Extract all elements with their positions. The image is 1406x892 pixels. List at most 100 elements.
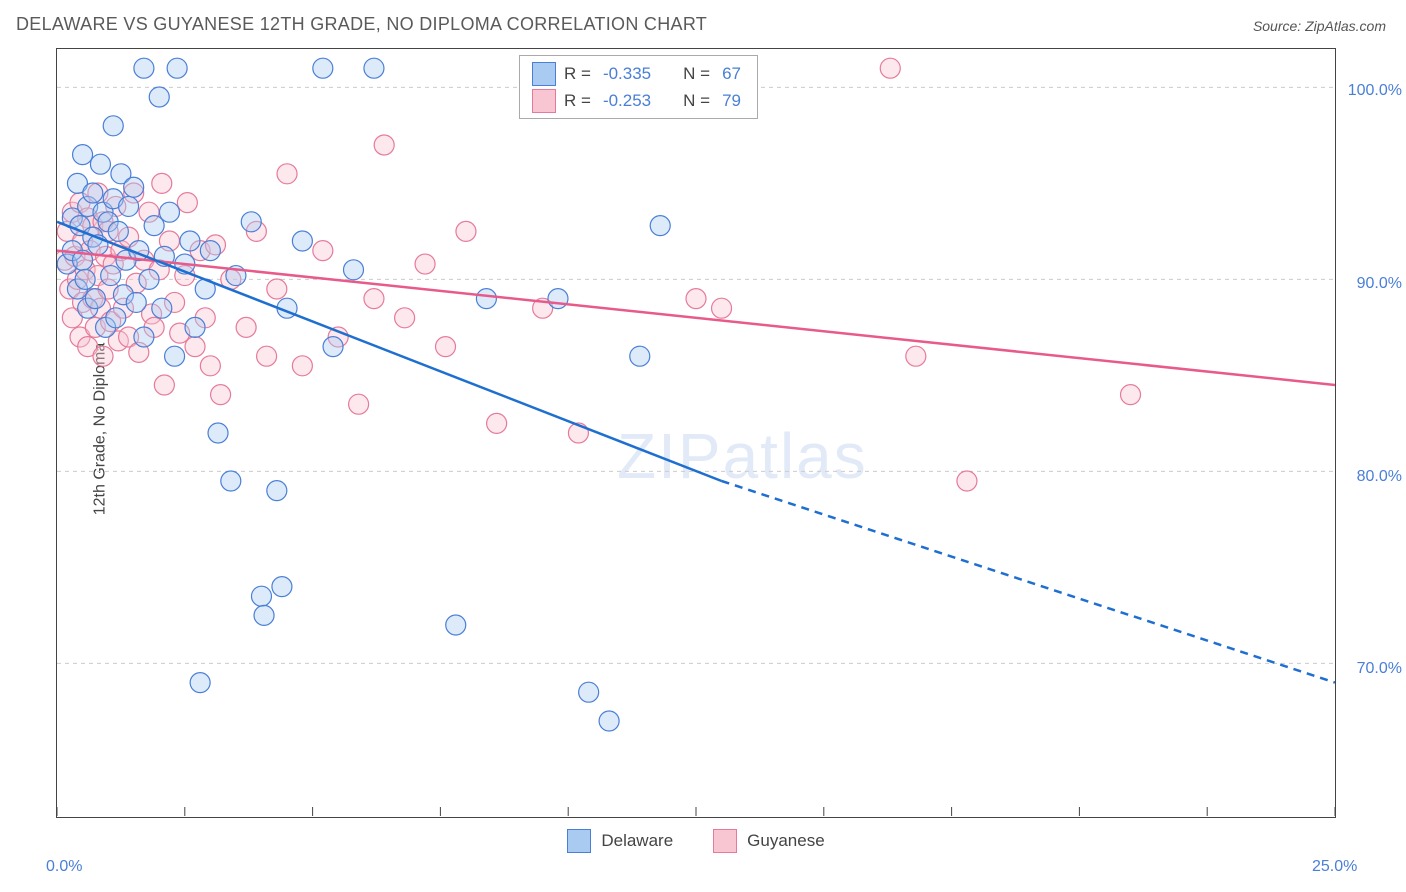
scatter-point (139, 269, 159, 289)
scatter-point (85, 289, 105, 309)
scatter-point (90, 154, 110, 174)
trendline-delaware-dashed (722, 481, 1335, 683)
scatter-point (313, 241, 333, 261)
x-tick-label-25: 25.0% (1312, 858, 1357, 876)
scatter-point (190, 673, 210, 693)
scatter-point (880, 58, 900, 78)
legend-swatch-guyanese (532, 89, 556, 113)
scatter-point (101, 266, 121, 286)
legend-item-guyanese: Guyanese (713, 829, 825, 853)
scatter-point (277, 164, 297, 184)
scatter-point (548, 289, 568, 309)
n-label: N = (683, 87, 710, 114)
scatter-point (83, 183, 103, 203)
chart-source: Source: ZipAtlas.com (1253, 18, 1386, 34)
scatter-point (630, 346, 650, 366)
scatter-point (650, 216, 670, 236)
scatter-point (487, 413, 507, 433)
scatter-point (221, 471, 241, 491)
scatter-point (323, 337, 343, 357)
legend-row-guyanese: R = -0.253 N = 79 (532, 87, 745, 114)
scatter-point (957, 471, 977, 491)
scatter-point (364, 289, 384, 309)
scatter-point (599, 711, 619, 731)
scatter-point (436, 337, 456, 357)
legend-swatch-delaware (567, 829, 591, 853)
scatter-point (208, 423, 228, 443)
scatter-point (185, 337, 205, 357)
legend-label: Guyanese (747, 831, 825, 851)
scatter-point (159, 202, 179, 222)
scatter-point (906, 346, 926, 366)
scatter-point (272, 577, 292, 597)
scatter-point (106, 308, 126, 328)
scatter-point (108, 221, 128, 241)
scatter-point (241, 212, 261, 232)
legend-label: Delaware (601, 831, 673, 851)
scatter-point (93, 346, 113, 366)
y-tick-label-80: 80.0% (1342, 468, 1402, 486)
scatter-point (313, 58, 333, 78)
scatter-point (211, 385, 231, 405)
scatter-point (579, 682, 599, 702)
scatter-point (251, 586, 271, 606)
scatter-point (185, 317, 205, 337)
scatter-point (103, 116, 123, 136)
scatter-point (119, 196, 139, 216)
scatter-point (149, 87, 169, 107)
scatter-point (134, 58, 154, 78)
scatter-point (180, 231, 200, 251)
r-value: -0.335 (603, 60, 651, 87)
scatter-point (75, 269, 95, 289)
scatter-point (200, 241, 220, 261)
scatter-point (1121, 385, 1141, 405)
y-tick-label-70: 70.0% (1342, 660, 1402, 678)
scatter-point (712, 298, 732, 318)
scatter-point (476, 289, 496, 309)
scatter-point (292, 231, 312, 251)
scatter-point (154, 375, 174, 395)
n-value: 79 (722, 87, 741, 114)
scatter-point (152, 298, 172, 318)
legend-row-delaware: R = -0.335 N = 67 (532, 60, 745, 87)
chart-plot-area: ZIPatlas R = -0.335 N = 67 R = -0.253 N … (56, 48, 1336, 818)
scatter-point (177, 193, 197, 213)
y-tick-label-90: 90.0% (1342, 275, 1402, 293)
legend-swatch-delaware (532, 62, 556, 86)
x-tick-label-0: 0.0% (46, 858, 82, 876)
scatter-point (200, 356, 220, 376)
scatter-point (349, 394, 369, 414)
correlation-legend: R = -0.335 N = 67 R = -0.253 N = 79 (519, 55, 758, 119)
legend-swatch-guyanese (713, 829, 737, 853)
scatter-point (254, 605, 274, 625)
scatter-point (236, 317, 256, 337)
y-tick-label-100: 100.0% (1342, 82, 1402, 100)
scatter-point (686, 289, 706, 309)
chart-svg (57, 49, 1335, 817)
chart-title: DELAWARE VS GUYANESE 12TH GRADE, NO DIPL… (16, 14, 707, 35)
scatter-point (267, 279, 287, 299)
scatter-point (126, 292, 146, 312)
scatter-point (73, 145, 93, 165)
scatter-point (456, 221, 476, 241)
n-value: 67 (722, 60, 741, 87)
scatter-point (152, 173, 172, 193)
scatter-point (343, 260, 363, 280)
scatter-point (124, 177, 144, 197)
series-legend: Delaware Guyanese (57, 829, 1335, 853)
scatter-point (165, 346, 185, 366)
scatter-point (395, 308, 415, 328)
scatter-point (167, 58, 187, 78)
scatter-point (374, 135, 394, 155)
r-label: R = (564, 87, 591, 114)
r-value: -0.253 (603, 87, 651, 114)
trendline-delaware-solid (57, 222, 722, 481)
r-label: R = (564, 60, 591, 87)
scatter-point (364, 58, 384, 78)
n-label: N = (683, 60, 710, 87)
scatter-point (446, 615, 466, 635)
legend-item-delaware: Delaware (567, 829, 673, 853)
scatter-point (267, 481, 287, 501)
scatter-point (134, 327, 154, 347)
scatter-point (415, 254, 435, 274)
